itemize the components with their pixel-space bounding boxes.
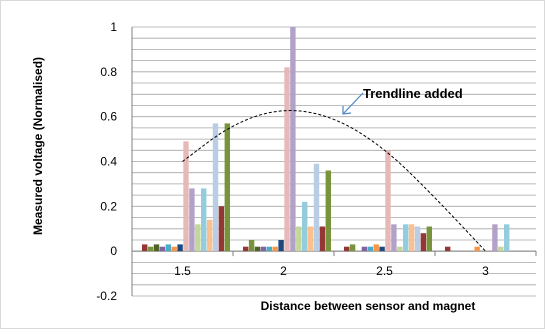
bar [212,123,219,252]
bar [313,163,320,252]
bar [474,246,480,252]
bar [260,246,267,252]
trendline-annotation: Trendline added [363,86,463,101]
bar [403,224,409,252]
bar [492,224,498,252]
bar [266,246,272,252]
bar [218,206,225,252]
bar [426,226,432,252]
bar [206,219,213,252]
bar [153,244,160,252]
bar [147,246,154,252]
y-tick-label: 0.8 [100,65,117,79]
bar [183,141,189,252]
y-tick-label: 0.4 [100,155,117,169]
x-tick-label: 1.5 [174,264,191,278]
y-tick-label: 0 [110,244,117,258]
bar [248,240,255,252]
gridlines [131,26,537,297]
bar [391,224,397,252]
bar [373,244,379,252]
bar [284,67,290,252]
bar [159,246,166,252]
bar [272,246,278,252]
x-axis-title: Distance between sensor and magnet [261,299,476,313]
bar [504,224,510,252]
bar [319,226,326,252]
bar [243,246,249,252]
bar [189,188,195,252]
bar [325,170,331,252]
bar [414,226,421,252]
bar [385,150,391,252]
bar [224,123,230,252]
bar [344,246,350,252]
annotation-arrow [342,92,364,115]
bar [302,201,308,252]
x-tick-label: 2 [280,264,287,278]
bars [142,27,510,252]
y-tick-label: -0.2 [96,289,117,303]
annotation-arrowhead [342,106,352,115]
bar [379,246,385,252]
x-tick-label: 3 [482,264,489,278]
bar [296,226,302,252]
y-tick-label: 1 [110,20,117,34]
bar [171,246,177,252]
bar [278,240,284,252]
bar [195,224,201,252]
bar [177,244,183,252]
y-tick-label: 0.2 [100,199,117,213]
bar [307,226,314,252]
bar [420,233,427,252]
x-tick-label: 2.5 [376,264,393,278]
bar [349,244,356,252]
bar [367,246,373,252]
y-axis-title: Measured voltage (Normalised) [31,57,45,235]
bar [397,246,403,252]
bar [201,188,207,252]
y-tick-labels: -0.2 0 0.2 0.4 0.6 0.8 1 [96,20,117,303]
y-tick-label: 0.6 [100,110,117,124]
x-tick-labels: 1.5 2 2.5 3 [174,264,489,278]
bar [254,246,261,252]
bar [445,246,451,252]
bar [408,224,415,252]
bar [498,246,504,252]
bar [165,244,171,252]
bar [142,244,148,252]
bar [361,246,368,252]
bar [290,27,296,252]
